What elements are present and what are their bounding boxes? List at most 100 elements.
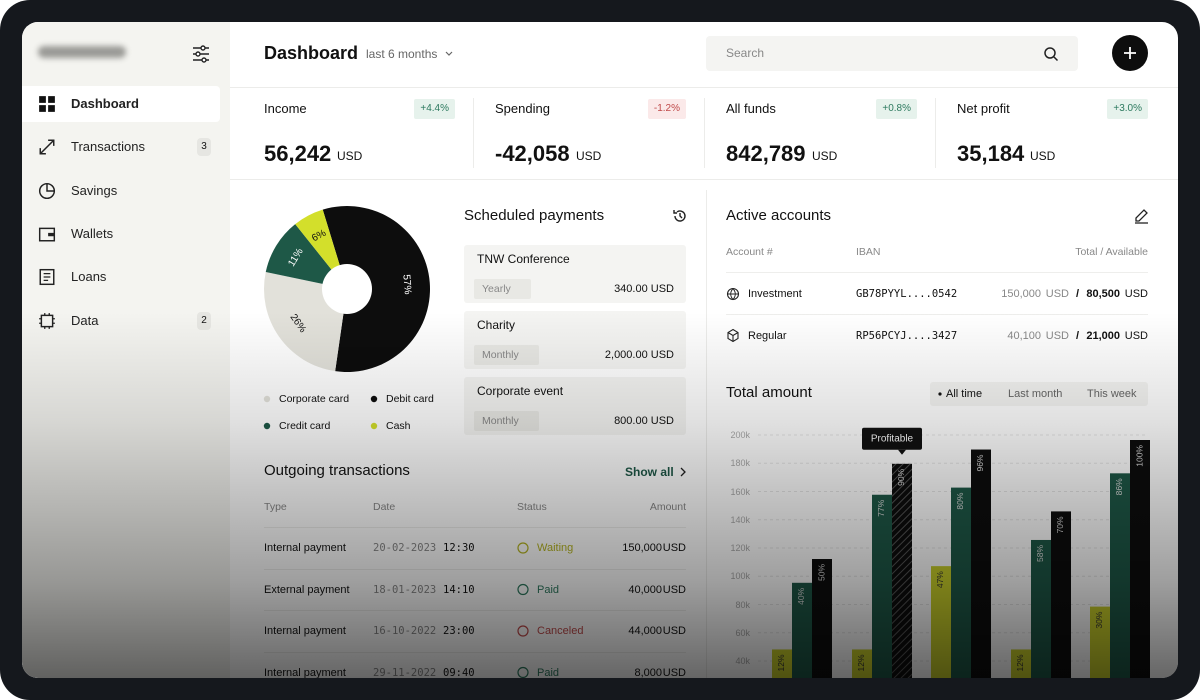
transaction-unit: USD [662, 625, 686, 637]
table-header: IBAN [856, 246, 881, 258]
kpi-divider [704, 98, 705, 168]
legend-label: Corporate card [279, 393, 350, 405]
row-divider [264, 527, 686, 528]
nav-item[interactable]: Wallets [71, 225, 114, 241]
kpi-value: 56,242 [264, 141, 332, 166]
tab[interactable]: Last month [1008, 388, 1063, 400]
table-header: Amount [649, 501, 686, 513]
bar [872, 494, 892, 678]
legend-label: Credit card [279, 420, 331, 432]
transaction-date: 20-02-2023 [373, 542, 437, 554]
nav-badge: 3 [197, 138, 211, 157]
status-icon [517, 542, 529, 554]
nav-item[interactable]: Loans [71, 269, 107, 285]
kpi-unit: USD [576, 149, 602, 163]
row-divider [264, 651, 686, 653]
amount-separator: / [1075, 288, 1079, 300]
transaction-type: Internal payment [264, 666, 346, 679]
pie-hole [322, 264, 372, 314]
row-divider [264, 610, 686, 611]
bar-label: 100% [1134, 445, 1144, 467]
payment-name: TNW Conference [477, 252, 570, 266]
legend-swatch [370, 422, 378, 430]
frequency-pill[interactable]: Yearly [474, 279, 531, 299]
legend-swatch [263, 395, 271, 403]
transaction-unit: USD [662, 542, 686, 554]
nav-icon [38, 227, 56, 242]
total-unit: USD [1045, 288, 1069, 300]
icon-part [39, 139, 55, 155]
transaction-status: Paid [537, 666, 560, 679]
transaction-amount: 40,000 [628, 583, 662, 596]
account-icon [727, 328, 739, 343]
icon-part [48, 96, 55, 103]
total-amount: 40,100 [1007, 329, 1041, 342]
y-axis-label: 120k [730, 543, 750, 553]
bar [1130, 440, 1150, 678]
payment-name: Corporate event [477, 384, 564, 398]
icon-part [43, 273, 51, 282]
frequency-pill[interactable]: Monthly [474, 411, 539, 431]
nav-item[interactable]: Savings [71, 182, 118, 198]
table-header: Status [517, 501, 547, 513]
account-name: Regular [748, 329, 787, 342]
transaction-amount: 8,000 [634, 666, 662, 679]
legend-label: Debit card [386, 393, 434, 405]
status-icon [517, 625, 529, 637]
row-divider [726, 313, 1148, 315]
transaction-type: External payment [264, 583, 350, 596]
tab-active-dot [938, 392, 942, 396]
frequency-pill[interactable]: Monthly [474, 345, 539, 365]
y-axis-label: 100k [730, 571, 750, 582]
icon-part [48, 105, 55, 112]
status-icon [517, 583, 529, 596]
nav-item[interactable]: Data [71, 312, 99, 328]
bar [892, 463, 912, 678]
tab[interactable]: All time [946, 388, 983, 400]
screen: Dashboard last 6 months Search Scheduled… [22, 22, 1178, 678]
bar-label: 90% [896, 468, 906, 485]
available-unit: USD [1124, 329, 1148, 342]
kpi-unit: USD [812, 149, 838, 163]
transaction-date: 16-10-2022 [373, 625, 437, 637]
kpi-label: Spending [495, 101, 550, 116]
tab[interactable]: This week [1087, 388, 1137, 400]
bar-label: 12% [856, 654, 866, 671]
available-unit: USD [1124, 288, 1148, 300]
y-axis-label: 180k [730, 458, 750, 469]
bar-label: 47% [935, 571, 945, 588]
legend-swatch [263, 422, 271, 430]
bar-label: 58% [1035, 545, 1045, 562]
tooltip-text: Profitable [871, 433, 914, 444]
amount-separator: / [1075, 329, 1079, 342]
tooltip-arrow [898, 449, 906, 455]
bar-label: 12% [776, 654, 786, 671]
account-name: Investment [748, 288, 802, 300]
nav-item[interactable]: Dashboard [71, 96, 139, 111]
kpi-label: Net profit [957, 101, 1010, 116]
nav-icon [39, 139, 55, 155]
kpi-value: 35,184 [957, 141, 1025, 166]
kpi-divider [935, 98, 936, 168]
transaction-unit: USD [662, 666, 686, 679]
nav-icon [39, 312, 55, 329]
kpi-unit: USD [1030, 149, 1056, 163]
payment-amount: 800.00 USD [614, 415, 674, 427]
table-header: Account # [726, 246, 773, 258]
transaction-status: Canceled [537, 625, 584, 637]
account-iban: GB78PYYL....0542 [856, 288, 958, 300]
icon-part [48, 232, 55, 237]
kpi-divider [473, 98, 474, 168]
payment-name: Charity [477, 318, 516, 332]
bar [951, 487, 971, 678]
transaction-amount: 44,000 [628, 625, 662, 637]
nav-item[interactable]: Transactions [71, 139, 145, 155]
kpi-change: +0.8% [876, 99, 917, 119]
icon-part [39, 105, 46, 112]
transaction-date: 29-11-2022 [373, 666, 437, 679]
kpi-value: 842,789 [726, 141, 806, 166]
row-divider [726, 272, 1148, 273]
table-header: Date [373, 501, 396, 513]
